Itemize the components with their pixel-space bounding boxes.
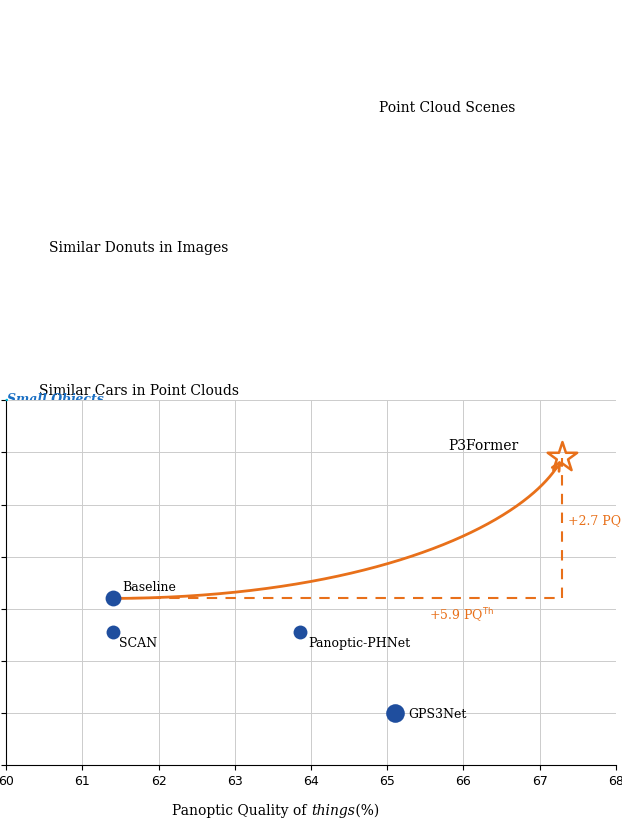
Text: GPS3Net: GPS3Net [409,708,467,721]
Point [108,626,118,639]
Point [108,592,118,605]
Text: things: things [311,804,355,818]
Text: P3Former: P3Former [448,439,518,453]
Text: +5.9 PQ$^{\rm Th}$: +5.9 PQ$^{\rm Th}$ [429,607,494,624]
Text: Similar Cars in Point Clouds: Similar Cars in Point Clouds [39,384,238,399]
Point [557,451,567,464]
Text: (a) Common Challenges in Point Clouds: (a) Common Challenges in Point Clouds [157,404,465,419]
Text: SCAN: SCAN [119,636,157,650]
Text: (%): (%) [351,804,379,818]
Text: Baseline: Baseline [122,582,176,594]
Text: +2.7 PQ: +2.7 PQ [568,513,621,527]
Text: Similar Donuts in Images: Similar Donuts in Images [49,241,228,255]
Text: Point Cloud Scenes: Point Cloud Scenes [379,102,516,116]
Point [390,706,400,720]
Point [295,626,305,639]
Text: Panoptic Quality of: Panoptic Quality of [172,804,311,818]
Text: Panoptic-PHNet: Panoptic-PHNet [309,636,411,650]
